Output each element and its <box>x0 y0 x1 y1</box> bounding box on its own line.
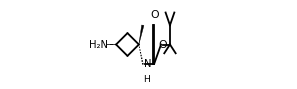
Text: O: O <box>158 40 167 49</box>
Text: H: H <box>143 75 151 84</box>
Text: H₂N: H₂N <box>89 40 108 49</box>
Polygon shape <box>139 25 144 44</box>
Text: N: N <box>143 59 151 69</box>
Text: O: O <box>150 10 159 19</box>
